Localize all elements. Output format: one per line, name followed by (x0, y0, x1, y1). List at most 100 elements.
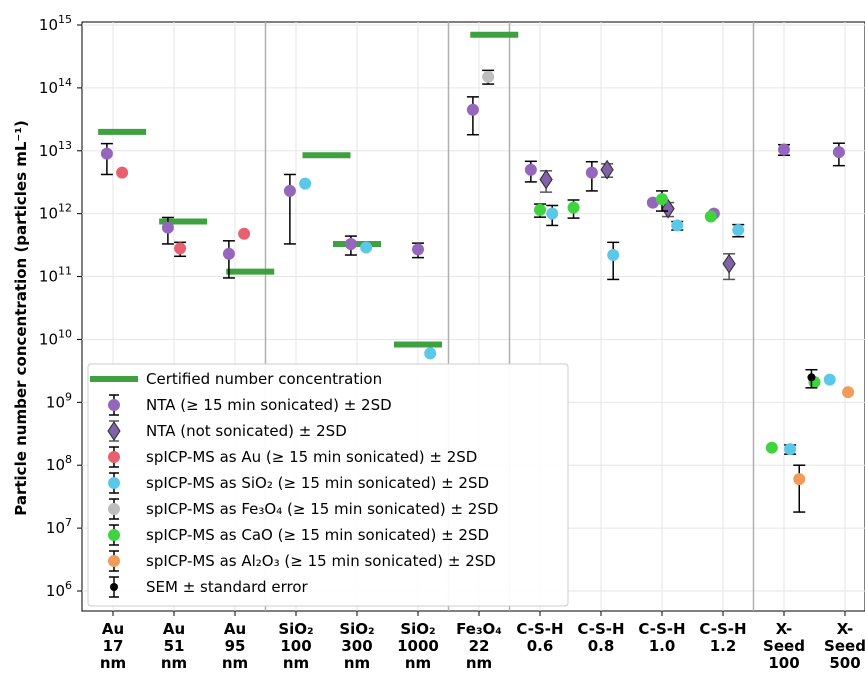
series-5 (482, 69, 495, 85)
series-8 (805, 368, 818, 389)
data-point (482, 70, 495, 83)
x-tick-label: C-S-H 1.2 (699, 620, 746, 655)
legend-item: spICP-MS as Al₂O₃ (≥ 15 min sonicated) ±… (108, 550, 496, 572)
x-tick-label: X-Seed 100 (763, 620, 805, 672)
legend-box (87, 363, 569, 607)
data-point (832, 146, 845, 159)
data-point (704, 210, 717, 223)
y-tick-label: 1013 (39, 139, 72, 160)
legend-marker (108, 477, 120, 489)
data-point (412, 243, 424, 256)
data-point (585, 166, 598, 179)
data-marks (98, 31, 855, 513)
data-point (524, 163, 537, 176)
data-point (646, 196, 659, 209)
data-point (656, 193, 668, 206)
legend-item: spICP-MS as SiO₂ (≥ 15 min sonicated) ± … (108, 472, 489, 494)
legend-marker (108, 529, 120, 541)
data-point (778, 143, 790, 156)
x-tick-label: X-Seed 500 (824, 620, 865, 672)
legend: Certified number concentration NTA (≥ 15 … (87, 363, 569, 607)
data-point (546, 207, 559, 220)
series-3 (116, 166, 251, 258)
data-point (842, 386, 855, 399)
x-tick-label: Au 95 nm (222, 620, 248, 672)
series-4 (299, 177, 836, 456)
data-point (793, 473, 806, 486)
series-7 (793, 386, 855, 513)
axes: 106 107 108 109 1010 1011 1012 1013 1014 1015 Au 17… (39, 13, 865, 672)
legend-item: NTA (≥ 15 min sonicated) ± 2SD (108, 394, 392, 416)
legend-marker (108, 451, 120, 463)
legend-label: spICP-MS as Fe₃O₄ (≥ 15 min sonicated) ±… (146, 500, 498, 518)
data-point (765, 441, 778, 454)
y-tick-label: 1015 (39, 13, 72, 34)
x-tick-label: SiO₂ 1000 nm (397, 620, 439, 672)
data-point (823, 373, 836, 386)
y-tick-label: 108 (46, 453, 72, 474)
data-point (100, 147, 113, 160)
data-point (424, 347, 437, 360)
legend-item: spICP-MS as CaO (≥ 15 min sonicated) ± 2… (108, 524, 489, 546)
legend-item: NTA (not sonicated) ± 2SD (107, 420, 347, 442)
data-point (671, 219, 684, 232)
data-point (238, 227, 251, 240)
legend-label: NTA (not sonicated) ± 2SD (146, 422, 347, 440)
data-point (466, 103, 479, 116)
series-1 (100, 96, 845, 279)
data-point (600, 159, 614, 180)
y-tick-label: 1012 (39, 202, 72, 223)
y-tick-label: 1014 (39, 76, 72, 97)
legend-label: spICP-MS as SiO₂ (≥ 15 min sonicated) ± … (146, 474, 489, 492)
x-tick-label: SiO₂ 300 nm (339, 620, 374, 672)
data-point (607, 249, 620, 262)
x-tick-label: C-S-H 1.0 (638, 620, 685, 655)
x-tick-label: C-S-H 0.6 (516, 620, 563, 655)
legend-marker (107, 421, 121, 441)
data-point (732, 223, 745, 236)
data-point (807, 373, 816, 382)
data-point (116, 166, 129, 179)
x-tick-label: SiO₂ 100 nm (278, 620, 313, 672)
y-axis-title: Particle number concentration (particles… (12, 120, 30, 516)
data-point (784, 443, 797, 456)
data-point (283, 184, 296, 197)
legend-marker (110, 583, 118, 591)
series-2 (539, 159, 736, 281)
legend-marker (108, 503, 120, 515)
legend-marker (108, 399, 120, 411)
x-tick-label: Au 51 nm (161, 620, 187, 672)
legend-label: NTA (≥ 15 min sonicated) ± 2SD (146, 396, 392, 414)
legend-label: spICP-MS as Au (≥ 15 min sonicated) ± 2S… (146, 448, 477, 466)
series-0 (98, 31, 519, 348)
y-tick-label: 109 (46, 390, 72, 411)
x-tick-label: Fe₃O₄ 22 nm (456, 620, 502, 672)
legend-label: spICP-MS as Al₂O₃ (≥ 15 min sonicated) ±… (146, 552, 496, 570)
data-point (534, 203, 546, 216)
legend-label: spICP-MS as CaO (≥ 15 min sonicated) ± 2… (146, 526, 489, 544)
data-point (174, 242, 187, 255)
data-point (299, 177, 312, 190)
legend-item: SEM ± standard error (109, 576, 308, 598)
data-point (360, 241, 373, 254)
data-point (567, 201, 580, 214)
data-point (539, 169, 553, 190)
legend-marker (108, 555, 120, 567)
y-tick-label: 1010 (39, 327, 72, 348)
y-tick-label: 106 (46, 579, 72, 600)
y-tick-label: 107 (46, 516, 72, 537)
legend-label: Certified number concentration (146, 370, 382, 388)
data-point (344, 237, 357, 250)
legend-label: SEM ± standard error (146, 578, 308, 596)
y-tick-label: 1011 (39, 265, 72, 286)
x-tick-label: Au 17 nm (100, 620, 126, 672)
legend-item: spICP-MS as Au (≥ 15 min sonicated) ± 2S… (108, 446, 477, 468)
legend-item: Certified number concentration (90, 370, 382, 388)
x-tick-label: C-S-H 0.8 (577, 620, 624, 655)
legend-item: spICP-MS as Fe₃O₄ (≥ 15 min sonicated) ±… (108, 498, 498, 520)
data-point (161, 221, 174, 234)
data-point (722, 253, 736, 274)
data-point (222, 247, 235, 260)
plot-frame (81, 21, 865, 612)
